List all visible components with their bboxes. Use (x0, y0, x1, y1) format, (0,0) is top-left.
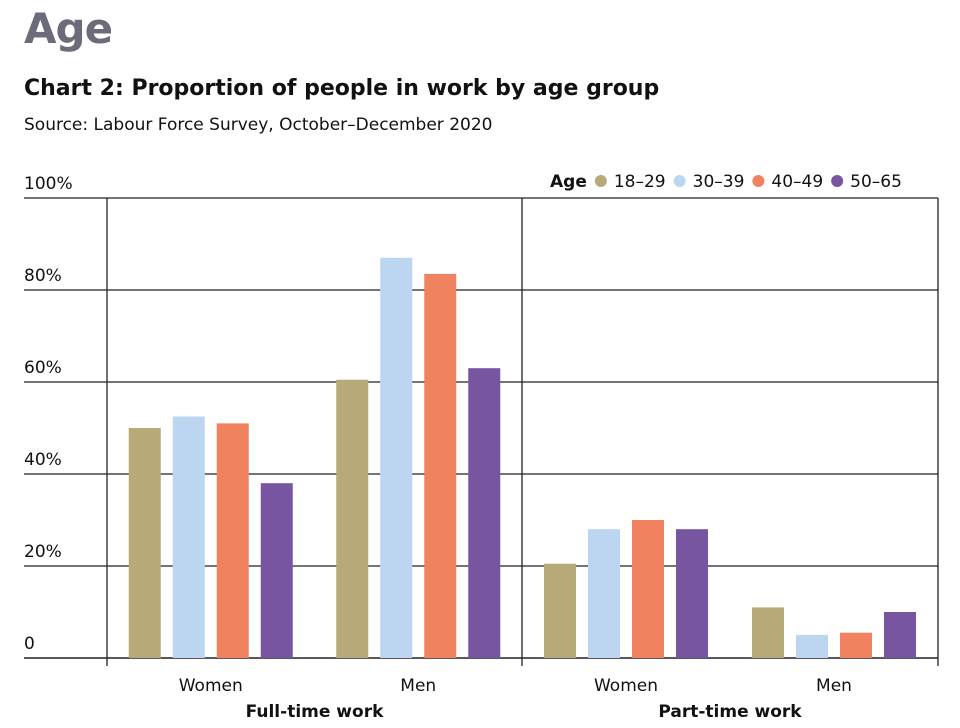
legend-label: 40–49 (771, 172, 823, 192)
bar-part-time-work-men-0 (752, 607, 784, 658)
bar-full-time-work-men-0 (336, 379, 369, 658)
bar-part-time-work-men-2 (840, 632, 872, 658)
legend-swatch (594, 175, 607, 187)
legend-label: 18–29 (614, 172, 666, 192)
bar-part-time-work-men-3 (884, 612, 916, 658)
legend-swatch (752, 175, 765, 187)
chart-source: Source: Labour Force Survey, October–Dec… (24, 115, 493, 135)
legend-label: 30–39 (693, 172, 745, 192)
bar-full-time-work-men-3 (468, 368, 501, 658)
bar-part-time-work-women-2 (632, 520, 664, 658)
bar-part-time-work-women-3 (676, 529, 708, 658)
legend-swatch (673, 175, 686, 187)
y-tick-label: 20% (24, 542, 62, 562)
bar-part-time-work-men-1 (796, 635, 828, 658)
bar-full-time-work-women-0 (128, 428, 161, 658)
y-tick-label: 60% (24, 358, 62, 378)
bar-full-time-work-women-1 (172, 416, 205, 658)
y-tick-label: 100% (24, 174, 73, 194)
y-tick-label: 40% (24, 450, 62, 470)
bar-full-time-work-men-2 (424, 273, 457, 658)
x-category-label: Women (179, 676, 243, 696)
bar-part-time-work-women-1 (588, 529, 620, 658)
legend-title: Age (550, 172, 587, 192)
x-group-label: Part-time work (658, 702, 802, 722)
y-tick-label: 80% (24, 266, 62, 286)
legend-label: 50–65 (850, 172, 902, 192)
y-tick-label: 0 (24, 634, 35, 654)
x-category-label: Women (594, 676, 658, 696)
x-category-label: Men (816, 676, 852, 696)
section-title: Age (24, 4, 113, 53)
x-group-label: Full-time work (246, 702, 384, 722)
bar-full-time-work-women-3 (260, 483, 293, 658)
chart-title: Chart 2: Proportion of people in work by… (24, 76, 660, 101)
bar-part-time-work-women-0 (544, 563, 576, 658)
bar-full-time-work-women-2 (216, 423, 249, 658)
legend-swatch (831, 175, 844, 187)
bar-full-time-work-men-1 (380, 257, 413, 658)
x-category-label: Men (400, 676, 436, 696)
